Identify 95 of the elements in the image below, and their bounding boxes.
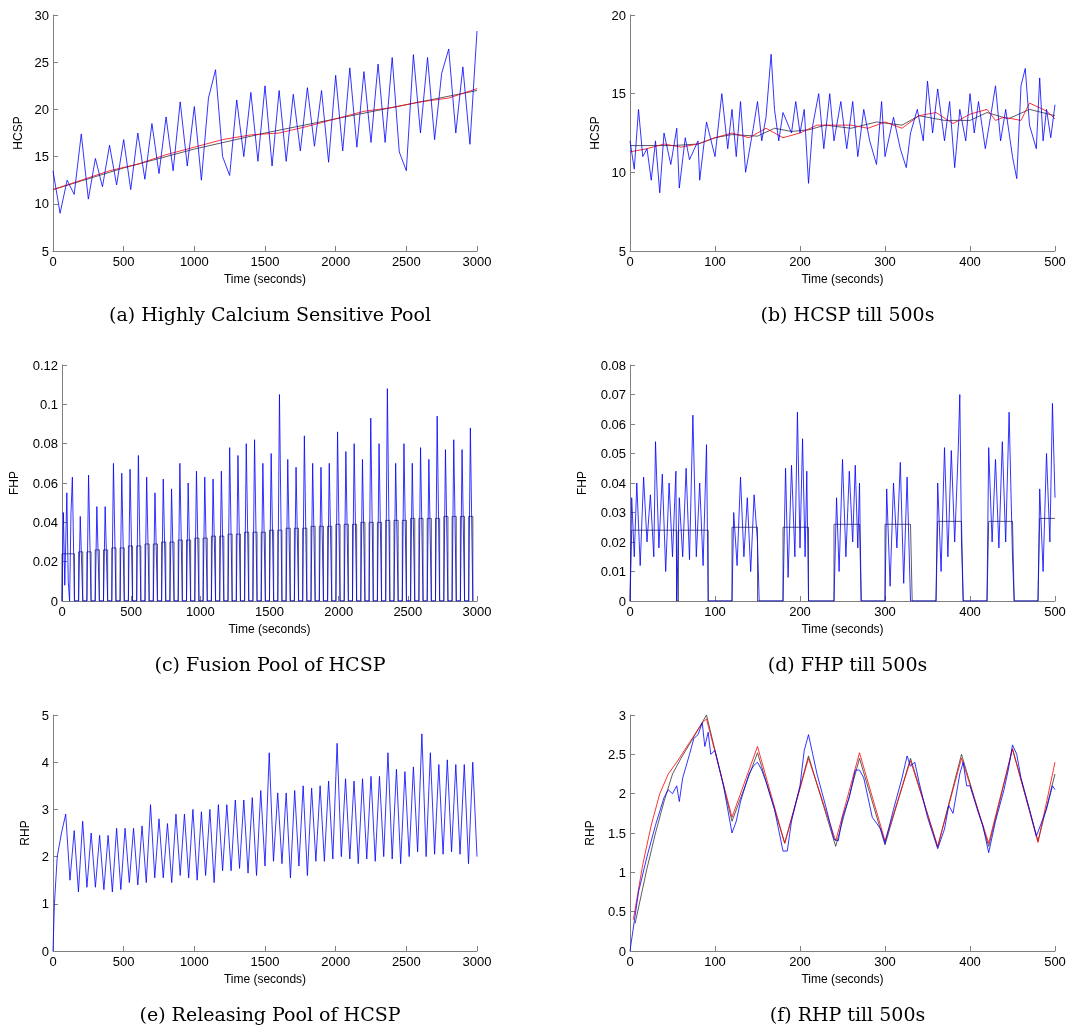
- y-tick-label: 20: [34, 101, 49, 117]
- x-axis-title: Time (seconds): [801, 271, 884, 286]
- x-tick-label: 2000: [324, 604, 354, 619]
- y-tick-label: 0.04: [600, 475, 626, 491]
- y-axis-title: FHP: [7, 471, 21, 495]
- y-tick-label: 0.03: [600, 505, 626, 520]
- y-axis-title: RHP: [582, 820, 597, 846]
- x-tick-label: 300: [874, 604, 896, 619]
- y-tick-label: 1: [41, 896, 49, 912]
- y-tick-label: 5: [41, 243, 49, 259]
- x-tick-label: 1000: [185, 604, 215, 619]
- x-axis-title: Time (seconds): [228, 621, 311, 636]
- x-tick-label: 1500: [250, 954, 280, 969]
- y-tick-label: 0.02: [600, 534, 626, 550]
- y-tick-label: 0.02: [32, 554, 58, 570]
- x-tick-label: 400: [959, 254, 981, 269]
- x-tick-label: 500: [112, 954, 135, 969]
- x-tick-label: 200: [789, 254, 811, 269]
- y-tick-label: 0.07: [600, 387, 626, 402]
- y-tick-label: 0.12: [32, 357, 58, 373]
- y-tick-label: 15: [34, 149, 49, 165]
- x-tick-label: 500: [1044, 254, 1066, 269]
- y-tick-label: 0.04: [32, 514, 58, 530]
- y-tick-label: 0: [618, 593, 626, 609]
- y-tick-label: 0.01: [600, 564, 626, 579]
- y-tick-label: 5: [618, 243, 626, 259]
- line-series: [629, 102, 1056, 153]
- y-tick-label: 20: [611, 7, 626, 23]
- x-axis-title: Time (seconds): [801, 621, 884, 636]
- y-tick-label: 0.08: [600, 357, 626, 373]
- x-tick-label: 1000: [179, 954, 209, 969]
- line-series: [52, 30, 478, 214]
- x-axis-title: Time (seconds): [223, 971, 307, 986]
- y-tick-label: 2.5: [607, 746, 626, 762]
- y-tick-label: 0.05: [600, 446, 626, 461]
- text: (d) FHP till 500s: [767, 652, 928, 675]
- y-tick-label: 2: [618, 786, 626, 802]
- x-tick-label: 3000: [462, 954, 492, 969]
- x-tick-label: 3000: [462, 604, 492, 619]
- text: (b) HCSP till 500s: [760, 302, 935, 325]
- y-tick-label: 0.06: [600, 416, 626, 432]
- x-tick-label: 200: [789, 954, 811, 969]
- x-tick-label: 400: [959, 604, 981, 619]
- x-tick-label: 1000: [179, 254, 209, 269]
- y-tick-label: 30: [34, 7, 49, 23]
- y-tick-label: 15: [611, 86, 626, 102]
- y-axis-title: HCSP: [10, 116, 25, 150]
- x-tick-label: 300: [874, 954, 896, 969]
- y-tick-label: 0.06: [32, 475, 58, 491]
- text: (f) RHP till 500s: [769, 1002, 926, 1025]
- x-tick-label: 100: [704, 954, 726, 969]
- y-tick-label: 4: [41, 754, 49, 770]
- x-tick-label: 500: [120, 604, 143, 619]
- y-tick-label: 3: [618, 707, 626, 723]
- x-tick-label: 1500: [255, 604, 284, 619]
- y-tick-label: 5: [41, 707, 49, 723]
- y-tick-label: 10: [611, 164, 626, 180]
- x-tick-label: 500: [1044, 954, 1066, 969]
- y-axis-title: FHP: [575, 471, 589, 495]
- y-tick-label: 0: [50, 593, 58, 609]
- x-tick-label: 2000: [321, 254, 351, 269]
- x-tick-label: 2500: [391, 954, 421, 969]
- x-tick-label: 1500: [250, 254, 280, 269]
- text: (c) Fusion Pool of HCSP: [154, 652, 386, 675]
- x-tick-label: 500: [112, 254, 135, 269]
- y-tick-label: 25: [34, 54, 49, 70]
- y-tick-label: 2: [41, 849, 49, 865]
- y-tick-label: 10: [34, 196, 49, 212]
- x-tick-label: 2500: [391, 254, 421, 269]
- x-axis-title: Time (seconds): [223, 271, 307, 286]
- y-tick-label: 3: [41, 801, 49, 817]
- text: (e) Releasing Pool of HCSP: [139, 1002, 401, 1025]
- text: (a) Highly Calcium Sensitive Pool: [108, 302, 432, 325]
- x-tick-label: 400: [959, 954, 981, 969]
- line-series: [61, 388, 474, 602]
- line-series: [629, 53, 1056, 194]
- y-tick-label: 0.1: [39, 396, 58, 412]
- line-series: [629, 109, 1056, 146]
- y-tick-label: 0.5: [607, 904, 626, 920]
- x-tick-label: 100: [704, 254, 726, 269]
- y-tick-label: 1: [618, 864, 626, 880]
- x-tick-label: 500: [1044, 604, 1066, 619]
- x-tick-label: 2500: [393, 604, 423, 619]
- y-tick-label: 0: [618, 943, 626, 959]
- y-tick-label: 0.08: [32, 436, 58, 452]
- y-axis-title: HCSP: [587, 116, 602, 150]
- x-tick-label: 200: [789, 604, 811, 619]
- x-axis-title: Time (seconds): [801, 971, 884, 986]
- y-tick-label: 0: [41, 943, 49, 959]
- x-tick-label: 300: [874, 254, 896, 269]
- x-tick-label: 3000: [462, 254, 492, 269]
- y-tick-label: 1.5: [607, 825, 626, 841]
- y-axis-title: RHP: [17, 820, 32, 846]
- x-tick-label: 100: [704, 604, 726, 619]
- x-tick-label: 2000: [321, 954, 351, 969]
